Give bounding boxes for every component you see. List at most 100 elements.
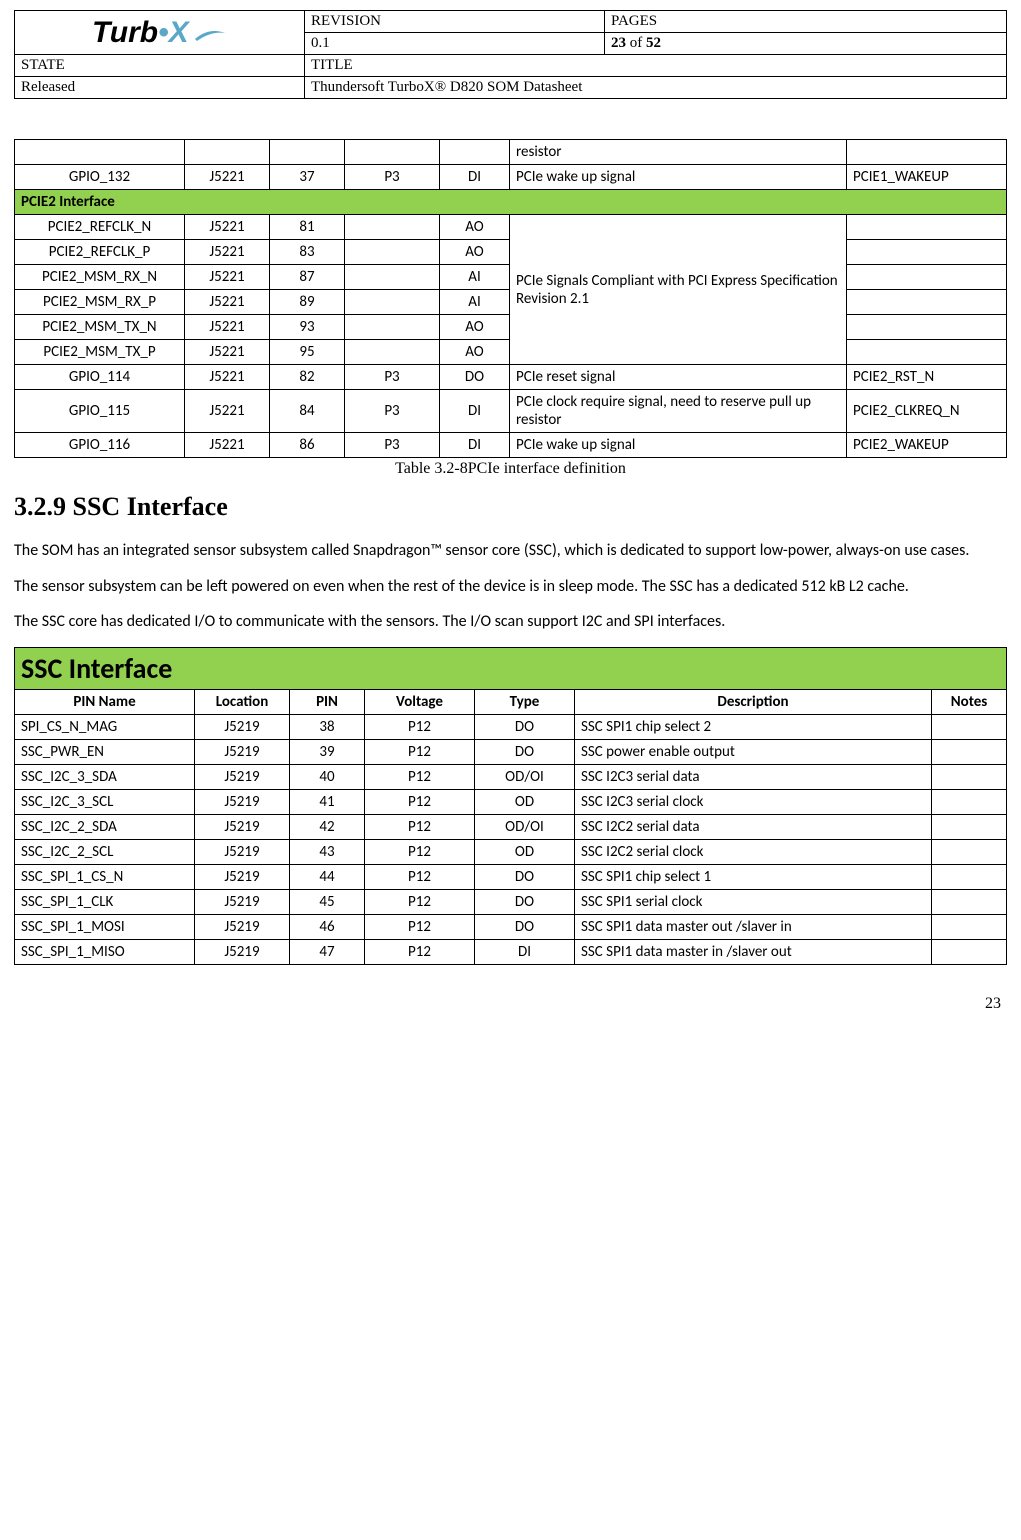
cell-pinname: PCIE2_REFCLK_N	[15, 215, 185, 240]
col-notes: Notes	[932, 689, 1007, 714]
cell-pinname: GPIO_132	[15, 165, 185, 190]
cell-type: AO	[440, 315, 510, 340]
para-2: The sensor subsystem can be left powered…	[14, 576, 1007, 598]
cell-c4: P12	[365, 714, 475, 739]
cell-c1: SSC_PWR_EN	[15, 739, 195, 764]
para-1: The SOM has an integrated sensor subsyst…	[14, 540, 1007, 562]
table-row: SSC_SPI_1_CS_NJ521944P12DOSSC SPI1 chip …	[15, 864, 1007, 889]
revision-label: REVISION	[305, 11, 605, 33]
cell-c5: OD/OI	[475, 764, 575, 789]
cell-type: DI	[440, 165, 510, 190]
cell-loc: J5221	[185, 340, 270, 365]
cell-pinname: GPIO_114	[15, 365, 185, 390]
cell-c1: SSC_I2C_2_SCL	[15, 839, 195, 864]
ssc-header-row: PIN Name Location PIN Voltage Type Descr…	[15, 689, 1007, 714]
title-value: Thundersoft TurboX® D820 SOM Datasheet	[305, 77, 1007, 99]
cell-c6: SSC I2C3 serial clock	[575, 789, 932, 814]
cell-volt: P3	[345, 365, 440, 390]
cell-notes	[847, 240, 1007, 265]
cell-c7	[932, 714, 1007, 739]
cell-c7	[932, 739, 1007, 764]
cell-c1: SSC_SPI_1_MISO	[15, 939, 195, 964]
logo-cell: Turb•X	[15, 11, 305, 55]
cell-desc: PCIe wake up signal	[510, 433, 847, 458]
cell-c5: DO	[475, 914, 575, 939]
cell-c4: P12	[365, 889, 475, 914]
cell-pin: 86	[270, 433, 345, 458]
cell-c7	[932, 864, 1007, 889]
cell-pinname: PCIE2_MSM_RX_P	[15, 290, 185, 315]
cell-pin: 89	[270, 290, 345, 315]
cell-c1: SSC_I2C_3_SDA	[15, 764, 195, 789]
table-row: GPIO_132 J5221 37 P3 DI PCIe wake up sig…	[15, 165, 1007, 190]
cell-c6: SSC SPI1 chip select 1	[575, 864, 932, 889]
cell-c4: P12	[365, 789, 475, 814]
cell-desc: resistor	[510, 140, 847, 165]
section-title-ssc: 3.2.9 SSC Interface	[14, 492, 1007, 522]
cell-volt	[345, 290, 440, 315]
cell-c5: DO	[475, 864, 575, 889]
cell-pin: 95	[270, 340, 345, 365]
cell-c3: 42	[290, 814, 365, 839]
cell-pin: 81	[270, 215, 345, 240]
logo-text: Turb•X	[92, 16, 227, 49]
col-pinname: PIN Name	[15, 689, 195, 714]
cell-c7	[932, 789, 1007, 814]
cell-c6: SSC I2C3 serial data	[575, 764, 932, 789]
cell-loc: J5221	[185, 433, 270, 458]
cell-pinname: GPIO_116	[15, 433, 185, 458]
pcie-table: resistor GPIO_132 J5221 37 P3 DI PCIe wa…	[14, 139, 1007, 458]
title-label: TITLE	[305, 55, 1007, 77]
cell-c2: J5219	[195, 814, 290, 839]
logo-part-b: •X	[158, 16, 189, 49]
cell-c4: P12	[365, 864, 475, 889]
table-row: GPIO_116 J5221 86 P3 DI PCIe wake up sig…	[15, 433, 1007, 458]
cell-c7	[932, 814, 1007, 839]
state-label: STATE	[15, 55, 305, 77]
col-location: Location	[195, 689, 290, 714]
logo-part-a: Turb	[92, 16, 158, 49]
cell-c3: 43	[290, 839, 365, 864]
cell-c2: J5219	[195, 764, 290, 789]
pages-of: of	[626, 35, 646, 51]
cell-c1: SSC_I2C_2_SDA	[15, 814, 195, 839]
doc-header: Turb•X REVISION PAGES 0.1 23 of 52 STATE…	[14, 10, 1007, 99]
section-header-row: PCIE2 Interface	[15, 190, 1007, 215]
table-row: SSC_I2C_3_SCLJ521941P12ODSSC I2C3 serial…	[15, 789, 1007, 814]
cell-c7	[932, 914, 1007, 939]
table-row: SSC_SPI_1_CLKJ521945P12DOSSC SPI1 serial…	[15, 889, 1007, 914]
cell-pinname: PCIE2_MSM_TX_P	[15, 340, 185, 365]
cell-type: AI	[440, 290, 510, 315]
cell-c4: P12	[365, 939, 475, 964]
cell-c4: P12	[365, 739, 475, 764]
cell-c6: SSC SPI1 data master in /slaver out	[575, 939, 932, 964]
cell-c4: P12	[365, 764, 475, 789]
cell-type: AO	[440, 240, 510, 265]
para-3: The SSC core has dedicated I/O to commun…	[14, 611, 1007, 633]
cell-type: DI	[440, 390, 510, 433]
cell-c1: SSC_SPI_1_CS_N	[15, 864, 195, 889]
cell-type: DO	[440, 365, 510, 390]
cell-pin: 84	[270, 390, 345, 433]
pages-label: PAGES	[605, 11, 1007, 33]
cell-c5: OD	[475, 789, 575, 814]
col-voltage: Voltage	[365, 689, 475, 714]
cell-loc: J5221	[185, 290, 270, 315]
table-row: SSC_SPI_1_MISOJ521947P12DISSC SPI1 data …	[15, 939, 1007, 964]
cell-type: AO	[440, 215, 510, 240]
cell-loc: J5221	[185, 390, 270, 433]
cell-c2: J5219	[195, 714, 290, 739]
cell-notes	[847, 265, 1007, 290]
table-row: SSC_I2C_3_SDAJ521940P12OD/OISSC I2C3 ser…	[15, 764, 1007, 789]
cell-c3: 41	[290, 789, 365, 814]
ssc-table: SSC Interface PIN Name Location PIN Volt…	[14, 647, 1007, 965]
cell-c4: P12	[365, 814, 475, 839]
cell-c2: J5219	[195, 789, 290, 814]
cell-c2: J5219	[195, 889, 290, 914]
cell-pinname: PCIE2_MSM_TX_N	[15, 315, 185, 340]
cell-c2: J5219	[195, 739, 290, 764]
pcie-table-caption: Table 3.2-8PCIe interface definition	[14, 460, 1007, 478]
cell-c1: SSC_SPI_1_CLK	[15, 889, 195, 914]
pcie2-section-title: PCIE2 Interface	[15, 190, 1007, 215]
merged-desc: PCIe Signals Compliant with PCI Express …	[510, 215, 847, 365]
